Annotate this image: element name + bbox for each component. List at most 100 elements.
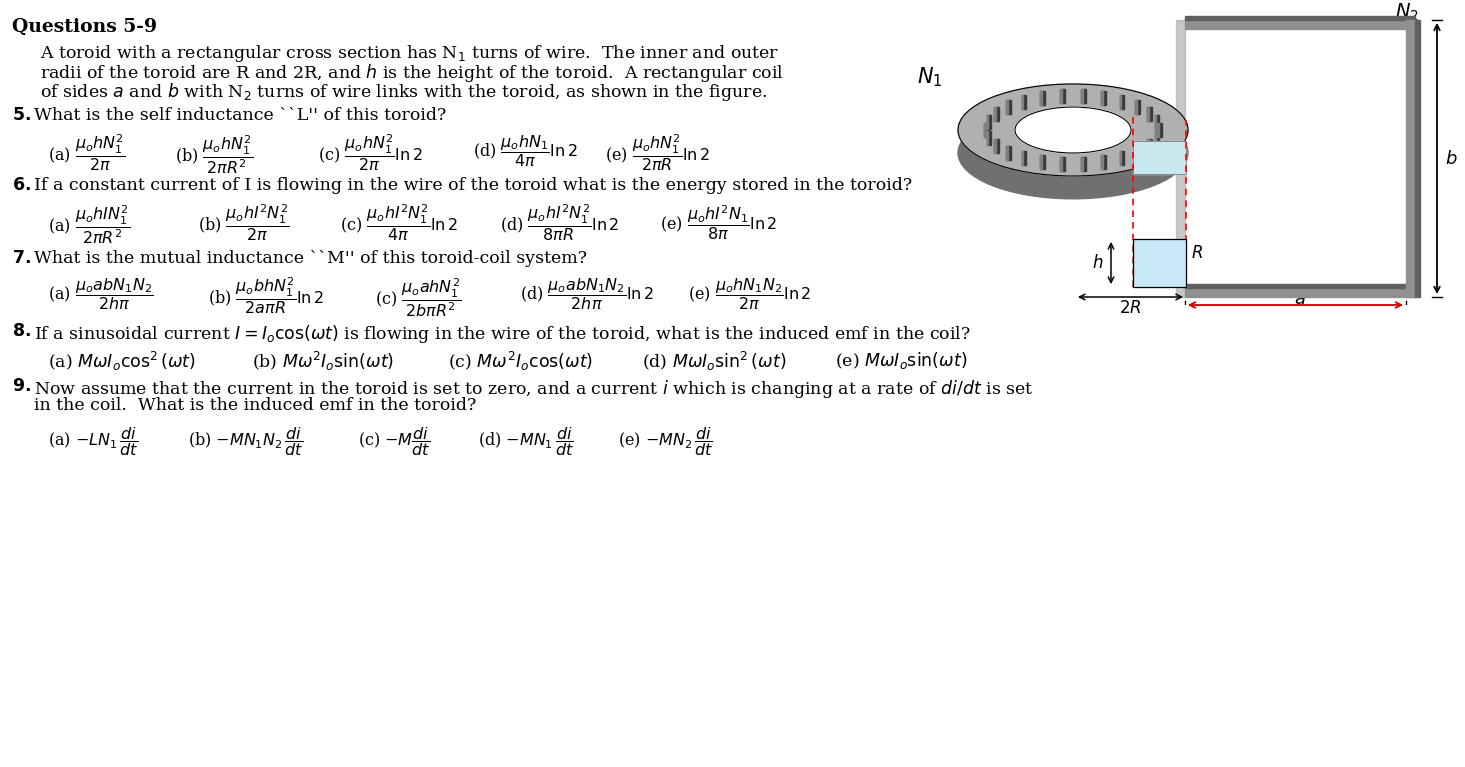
Bar (1006, 100, 1008, 114)
Text: of sides $a$ and $b$ with N$_2$ turns of wire links with the toroid, as shown in: of sides $a$ and $b$ with N$_2$ turns of… (40, 81, 768, 103)
Bar (995, 139, 996, 153)
Text: Now assume that the current in the toroid is set to zero, and a current $i$ whic: Now assume that the current in the toroi… (34, 378, 1033, 400)
Bar (987, 115, 992, 129)
Bar (1081, 157, 1086, 171)
Bar (1061, 157, 1065, 171)
Text: (c) $\dfrac{\mu_o a h N_1^2}{2b\pi R^2}$: (c) $\dfrac{\mu_o a h N_1^2}{2b\pi R^2}$ (375, 276, 461, 319)
Bar (1021, 94, 1026, 109)
Bar (987, 115, 989, 129)
Bar (1135, 146, 1140, 160)
Bar (1154, 131, 1156, 145)
Bar (1406, 20, 1415, 297)
Bar (1021, 94, 1023, 109)
Bar (1147, 107, 1149, 121)
Bar (1135, 100, 1137, 114)
Ellipse shape (1015, 107, 1131, 153)
Text: (b) $\dfrac{\mu_o h I^2 N_1^2}{2\pi}$: (b) $\dfrac{\mu_o h I^2 N_1^2}{2\pi}$ (198, 203, 290, 243)
Text: (d) $\dfrac{\mu_o h I^2 N_1^2}{8\pi R}\ln 2$: (d) $\dfrac{\mu_o h I^2 N_1^2}{8\pi R}\l… (500, 203, 620, 243)
Text: (a) $\dfrac{\mu_o a b N_1 N_2}{2h\pi}$: (a) $\dfrac{\mu_o a b N_1 N_2}{2h\pi}$ (48, 276, 154, 312)
Text: (a) $M\omega I_o\cos^2(\omega t)$: (a) $M\omega I_o\cos^2(\omega t)$ (48, 350, 196, 373)
Bar (1135, 146, 1137, 160)
Bar (1006, 146, 1008, 160)
Text: (e) $\dfrac{\mu_o h I^2 N_1}{8\pi}\ln 2$: (e) $\dfrac{\mu_o h I^2 N_1}{8\pi}\ln 2$ (661, 203, 778, 242)
Text: $\mathbf{7.}$: $\mathbf{7.}$ (12, 250, 31, 267)
Text: If a sinusoidal current $I = I_o\cos(\omega t)$ is flowing in the wire of the to: If a sinusoidal current $I = I_o\cos(\om… (34, 323, 971, 345)
Text: If a constant current of I is flowing in the wire of the toroid what is the ener: If a constant current of I is flowing in… (34, 177, 913, 194)
Bar (1157, 123, 1162, 137)
Bar (1081, 89, 1086, 103)
Text: (e) $M\omega I_o\sin(\omega t)$: (e) $M\omega I_o\sin(\omega t)$ (835, 350, 967, 371)
Bar (1154, 131, 1159, 145)
Bar (1040, 155, 1042, 170)
Bar (1154, 115, 1159, 129)
Bar (1021, 151, 1023, 166)
Text: (c) $\dfrac{\mu_o h N_1^2}{2\pi}\ln 2$: (c) $\dfrac{\mu_o h N_1^2}{2\pi}\ln 2$ (318, 133, 422, 173)
Bar (1102, 155, 1103, 170)
Text: (a) $\dfrac{\mu_o h I N_1^2}{2\pi R^2}$: (a) $\dfrac{\mu_o h I N_1^2}{2\pi R^2}$ (48, 203, 130, 246)
Text: What is the self inductance ``L'' of this toroid?: What is the self inductance ``L'' of thi… (34, 107, 447, 124)
Text: A toroid with a rectangular cross section has N$_1$ turns of wire.  The inner an: A toroid with a rectangular cross sectio… (40, 43, 779, 64)
Bar (1102, 155, 1106, 170)
Bar (1021, 151, 1026, 166)
Text: (c) $-M\dfrac{di}{dt}$: (c) $-M\dfrac{di}{dt}$ (357, 425, 431, 458)
Bar (1081, 89, 1083, 103)
Bar (1154, 115, 1156, 129)
Text: (d) $\dfrac{\mu_o h N_1}{4\pi}\ln 2$: (d) $\dfrac{\mu_o h N_1}{4\pi}\ln 2$ (473, 133, 577, 169)
Text: (d) $M\omega I_o\sin^2(\omega t)$: (d) $M\omega I_o\sin^2(\omega t)$ (642, 350, 787, 373)
Bar (1147, 139, 1151, 153)
Text: (a) $\dfrac{\mu_o h N_1^2}{2\pi}$: (a) $\dfrac{\mu_o h N_1^2}{2\pi}$ (48, 133, 126, 173)
Bar (1135, 100, 1140, 114)
Bar (1102, 91, 1103, 105)
Text: $\mathbf{5.}$: $\mathbf{5.}$ (12, 107, 31, 124)
Bar (987, 131, 989, 145)
Text: $\mathbf{9.}$: $\mathbf{9.}$ (12, 378, 31, 395)
Bar (1185, 288, 1415, 297)
Bar (1119, 94, 1122, 109)
Bar (1185, 16, 1415, 20)
Text: $R$: $R$ (1191, 245, 1203, 262)
Text: What is the mutual inductance ``M'' of this toroid-coil system?: What is the mutual inductance ``M'' of t… (34, 250, 587, 267)
Bar (984, 123, 986, 137)
Bar (1185, 20, 1415, 29)
Bar (1185, 284, 1415, 288)
Text: in the coil.  What is the induced emf in the toroid?: in the coil. What is the induced emf in … (34, 397, 476, 414)
Text: $h$: $h$ (1091, 254, 1103, 272)
Text: $2R$: $2R$ (1119, 300, 1141, 317)
Bar (995, 139, 999, 153)
Bar (1040, 91, 1045, 105)
Text: (c) $\dfrac{\mu_o h I^2 N_1^2}{4\pi}\ln 2$: (c) $\dfrac{\mu_o h I^2 N_1^2}{4\pi}\ln … (340, 203, 459, 243)
Bar (1157, 123, 1159, 137)
Text: (d) $\dfrac{\mu_o a b N_1 N_2}{2h\pi}\ln 2$: (d) $\dfrac{\mu_o a b N_1 N_2}{2h\pi}\ln… (520, 276, 653, 312)
Bar (1147, 107, 1151, 121)
Text: (b) $\dfrac{\mu_o h N_1^2}{2\pi R^2}$: (b) $\dfrac{\mu_o h N_1^2}{2\pi R^2}$ (174, 133, 253, 176)
Bar (1006, 146, 1011, 160)
Bar (995, 107, 996, 121)
Ellipse shape (1015, 107, 1131, 153)
Ellipse shape (958, 107, 1188, 199)
Bar (984, 123, 989, 137)
Bar (1119, 151, 1125, 166)
Bar (1132, 239, 1187, 287)
Text: $b$: $b$ (1444, 150, 1458, 167)
Text: (c) $M\omega^2 I_o\cos(\omega t)$: (c) $M\omega^2 I_o\cos(\omega t)$ (448, 350, 593, 373)
Bar (1176, 20, 1185, 297)
Bar (1061, 157, 1062, 171)
Bar (1040, 155, 1045, 170)
Text: (d) $-MN_1\,\dfrac{di}{dt}$: (d) $-MN_1\,\dfrac{di}{dt}$ (478, 425, 574, 458)
Text: (b) $-MN_1N_2\,\dfrac{di}{dt}$: (b) $-MN_1N_2\,\dfrac{di}{dt}$ (188, 425, 303, 458)
Text: $\mathbf{8.}$: $\mathbf{8.}$ (12, 323, 31, 340)
Bar (987, 131, 992, 145)
Text: $N_2$: $N_2$ (1395, 2, 1418, 23)
Bar (1081, 157, 1083, 171)
Text: (a) $-LN_1\,\dfrac{di}{dt}$: (a) $-LN_1\,\dfrac{di}{dt}$ (48, 425, 139, 458)
Bar (1147, 139, 1149, 153)
Bar (1132, 239, 1187, 287)
Ellipse shape (1015, 130, 1131, 176)
Bar (1006, 100, 1011, 114)
Bar (1061, 89, 1062, 103)
Bar (1119, 94, 1125, 109)
Text: (e) $-MN_2\,\dfrac{di}{dt}$: (e) $-MN_2\,\dfrac{di}{dt}$ (618, 425, 713, 458)
Bar (995, 107, 999, 121)
Text: $\mathbf{6.}$: $\mathbf{6.}$ (12, 177, 31, 194)
Text: $a$: $a$ (1294, 290, 1305, 308)
